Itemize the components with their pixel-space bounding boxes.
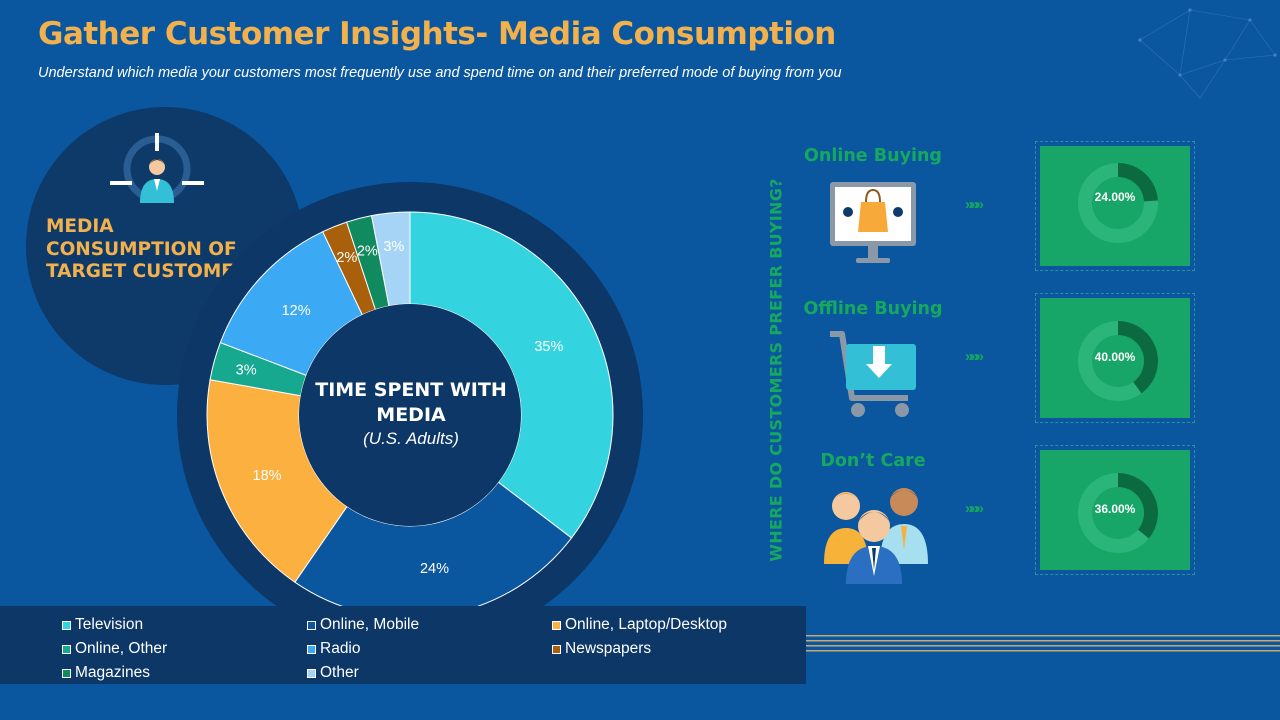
legend-swatch: [552, 620, 561, 630]
legend-swatch: [307, 668, 316, 678]
decorative-stripes: [806, 635, 1280, 652]
legend-swatch: [307, 644, 316, 654]
legend-label: Newspapers: [565, 640, 652, 657]
chart-legend: Television Online, Mobile Online, Laptop/D…: [0, 606, 806, 684]
dont-care-arrows: »»»: [965, 500, 984, 517]
shopping-cart-icon: [830, 331, 916, 417]
legend-swatch: [552, 644, 561, 654]
center-title-line1: TIME SPENT WITH: [315, 379, 507, 401]
dont-care-donut: [1077, 473, 1158, 553]
dont-care-panel: 36.00%: [1040, 450, 1190, 570]
people-group-icon: [824, 488, 928, 584]
dont-care-label: Don’t Care: [820, 451, 926, 471]
online-buying-percent: 24.00%: [1094, 190, 1136, 204]
online-buying-panel: 24.00%: [1040, 146, 1190, 266]
label-other: 3%: [383, 239, 404, 255]
legend-item-radio: Radio: [307, 640, 361, 658]
legend-swatch: [62, 644, 71, 654]
donut-center-subtitle: (U.S. Adults): [363, 429, 459, 448]
page-subtitle: Understand which media your customers mo…: [38, 65, 842, 81]
offline-buying-arrows: »»»: [965, 348, 984, 365]
label-television: 35%: [534, 339, 563, 355]
offline-buying-panel: 40.00%: [1040, 298, 1190, 418]
donut-hole: [299, 304, 521, 526]
online-buying-label: Online Buying: [804, 146, 942, 166]
legend-item-other: Other: [307, 664, 359, 682]
dont-care-box: 36.00%: [1035, 445, 1195, 575]
offline-buying-box: 40.00%: [1035, 293, 1195, 423]
legend-swatch: [62, 620, 71, 630]
network-decoration: [1138, 8, 1277, 99]
dont-care-percent: 36.00%: [1094, 502, 1136, 516]
monitor-shopping-icon: [830, 182, 916, 263]
media-consumption-label: MEDIA CONSUMPTION OF TARGET CUSTOMER: [46, 216, 276, 284]
legend-label: Magazines: [75, 664, 150, 681]
media-label-line1: MEDIA: [46, 216, 114, 237]
legend-label: Radio: [320, 640, 361, 657]
center-title-line2: MEDIA: [376, 404, 446, 426]
mini-donut-value: [1118, 163, 1158, 202]
online-buying-arrows: »»»: [965, 196, 984, 213]
legend-swatch: [307, 620, 316, 630]
legend-item-magazines: Magazines: [62, 664, 150, 682]
label-newspapers: 2%: [336, 250, 357, 266]
offline-buying-label: Offline Buying: [803, 299, 943, 319]
legend-label: Online, Mobile: [320, 616, 420, 633]
legend-item-online-other: Online, Other: [62, 640, 167, 658]
label-magazines: 2%: [357, 243, 378, 259]
label-online-mobile: 24%: [420, 561, 449, 577]
legend-label: Online, Laptop/Desktop: [565, 616, 727, 633]
label-radio: 12%: [282, 303, 311, 319]
legend-item-newspapers: Newspapers: [552, 640, 651, 658]
legend-item-television: Television: [62, 616, 143, 634]
label-online-other: 3%: [236, 363, 257, 379]
legend-item-online-laptop-desktop: Online, Laptop/Desktop: [552, 616, 727, 634]
offline-buying-percent: 40.00%: [1094, 350, 1136, 364]
target-person-icon: [110, 133, 204, 203]
online-buying-box: 24.00%: [1035, 141, 1195, 271]
legend-item-online-mobile: Online, Mobile: [307, 616, 419, 634]
media-label-line2: CONSUMPTION OF: [46, 238, 237, 260]
label-online-laptop-desktop: 18%: [253, 468, 282, 484]
mini-donut-value: [1118, 321, 1158, 394]
page-title: Gather Customer Insights- Media Consumpt…: [38, 16, 836, 52]
legend-swatch: [62, 668, 71, 678]
donut-center-title: TIME SPENT WITH MEDIA: [300, 378, 522, 428]
legend-label: Online, Other: [75, 640, 168, 657]
legend-label: Other: [320, 664, 359, 681]
online-buying-donut: [1077, 163, 1158, 243]
offline-buying-donut: [1077, 321, 1158, 401]
media-label-line3: TARGET CUSTOMER: [46, 261, 249, 282]
buying-preference-vertical-label: WHERE DO CUSTOMERS PREFER BUYING?: [766, 178, 786, 562]
legend-label: Television: [75, 616, 144, 633]
mini-donut-value: [1118, 473, 1158, 539]
